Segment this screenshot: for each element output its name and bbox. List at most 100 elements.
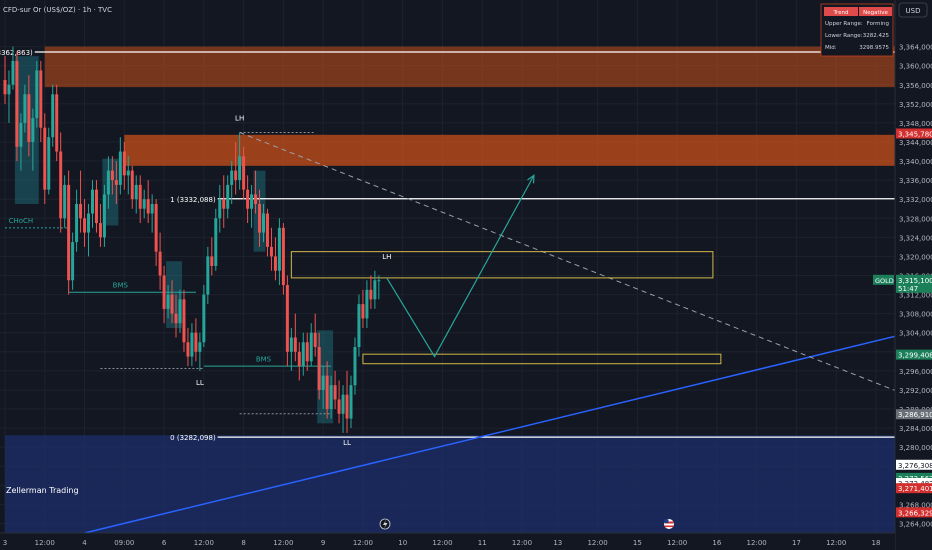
time-tick-label: 17 <box>792 539 801 547</box>
price-tick-label: 3,280,000 <box>899 444 932 452</box>
price-tag-value: 3,299,408 <box>898 352 932 360</box>
negative-tab-label: Negative <box>863 10 888 16</box>
candle-body <box>106 170 110 195</box>
candle-body <box>98 223 102 238</box>
candle-body <box>67 184 71 281</box>
time-tick-label: 10 <box>398 539 407 547</box>
price-tag-value: 3,271,401 <box>898 485 932 493</box>
price-tag-value: 3,286,910 <box>898 411 932 419</box>
candle-body <box>27 94 31 142</box>
time-tick-label: 12:00 <box>512 539 532 547</box>
price-tag <box>896 274 932 293</box>
candle-body <box>51 94 55 138</box>
candle-body <box>83 218 87 233</box>
price-tick-label: 3,320,000 <box>899 253 932 261</box>
price-tick-label: 3,296,000 <box>899 368 932 376</box>
candle-body <box>234 170 238 181</box>
price-tick-label: 3,264,000 <box>899 520 932 528</box>
candle-body <box>258 203 262 233</box>
price-tag <box>896 472 932 483</box>
candle-body <box>90 189 94 214</box>
price-tick-label: 3,348,000 <box>899 120 932 128</box>
candle-body <box>369 289 373 300</box>
price-tag-value: 3,266,329 <box>898 509 932 517</box>
trend-tab[interactable] <box>824 7 858 16</box>
candle-body <box>130 170 134 200</box>
candle-body <box>218 199 222 219</box>
candle-body <box>150 203 154 214</box>
time-tick-label: 12:00 <box>587 539 607 547</box>
price-tick-label: 3,328,000 <box>899 215 932 223</box>
candle-body <box>242 156 246 190</box>
candle-body <box>87 213 91 233</box>
order-block <box>317 330 334 424</box>
lightning-icon[interactable] <box>379 518 391 530</box>
currency-button[interactable] <box>898 2 928 18</box>
annotation-lh: LH <box>382 253 391 261</box>
candle-body <box>39 70 43 128</box>
negative-tab[interactable] <box>859 7 892 16</box>
price-tick-label: 3,352,000 <box>899 101 932 109</box>
candle-body <box>329 385 333 410</box>
price-tick-label: 3,284,000 <box>899 425 932 433</box>
candle-body <box>297 351 301 367</box>
candle-body <box>202 294 206 343</box>
candle-body <box>31 118 35 142</box>
candle-body <box>158 251 162 276</box>
time-tick-label: 09:00 <box>114 539 134 547</box>
annotation-ll: LL <box>343 439 351 447</box>
candle-body <box>301 342 305 367</box>
supply-zone-main <box>124 134 895 166</box>
time-tick-label: 16 <box>712 539 721 547</box>
candle-body <box>269 246 273 257</box>
time-tick-label: 12:00 <box>432 539 452 547</box>
candle-body <box>313 332 317 348</box>
price-tick-label: 3,304,000 <box>899 330 932 338</box>
candle-body <box>305 342 309 362</box>
order-block <box>166 261 182 328</box>
price-tag-value: 3,315,100 <box>898 277 932 285</box>
info-row-label: Mid: <box>825 45 837 51</box>
fib-level-label: 1 (3332,088) <box>170 196 216 204</box>
candle-body <box>250 194 254 209</box>
candle-body <box>94 189 98 224</box>
info-row-value: 3298.9575 <box>859 45 889 51</box>
candle-body <box>337 399 341 414</box>
candle-body <box>341 394 345 414</box>
price-tag <box>896 349 932 360</box>
price-tag <box>896 128 932 139</box>
annotation-lh: LH <box>235 115 244 123</box>
candle-body <box>47 137 51 190</box>
us-flag-event-icon[interactable] <box>664 519 674 529</box>
candle-body <box>126 170 130 176</box>
candle-body <box>365 289 369 319</box>
candle-body <box>317 347 321 390</box>
annotation-choch: CHoCH <box>9 217 34 225</box>
info-row-label: Upper Range: <box>825 21 863 27</box>
candle-body <box>345 394 349 419</box>
time-tick-label: 3 <box>3 539 7 547</box>
support-box <box>362 353 722 365</box>
time-axis <box>0 533 895 550</box>
supply-zone-upper <box>44 46 895 88</box>
time-tick-label: 11 <box>478 539 487 547</box>
candle-body <box>59 151 63 219</box>
candle-body <box>214 218 218 266</box>
candle-body <box>122 151 126 176</box>
candle-body <box>11 60 15 85</box>
time-tick-label: 12:00 <box>667 539 687 547</box>
candle-body <box>353 347 357 386</box>
candle-body <box>35 70 39 119</box>
annotation-bms: BMS <box>256 355 272 363</box>
price-tick-label: 3,356,000 <box>899 82 932 90</box>
candle-body <box>277 227 281 271</box>
price-tick-label: 3,340,000 <box>899 158 932 166</box>
time-tick-label: 4 <box>82 539 87 547</box>
time-tick-label: 15 <box>633 539 642 547</box>
info-row-label: Lower Range: <box>825 33 863 39</box>
candle-body <box>222 199 226 209</box>
time-tick-label: 8 <box>241 539 245 547</box>
